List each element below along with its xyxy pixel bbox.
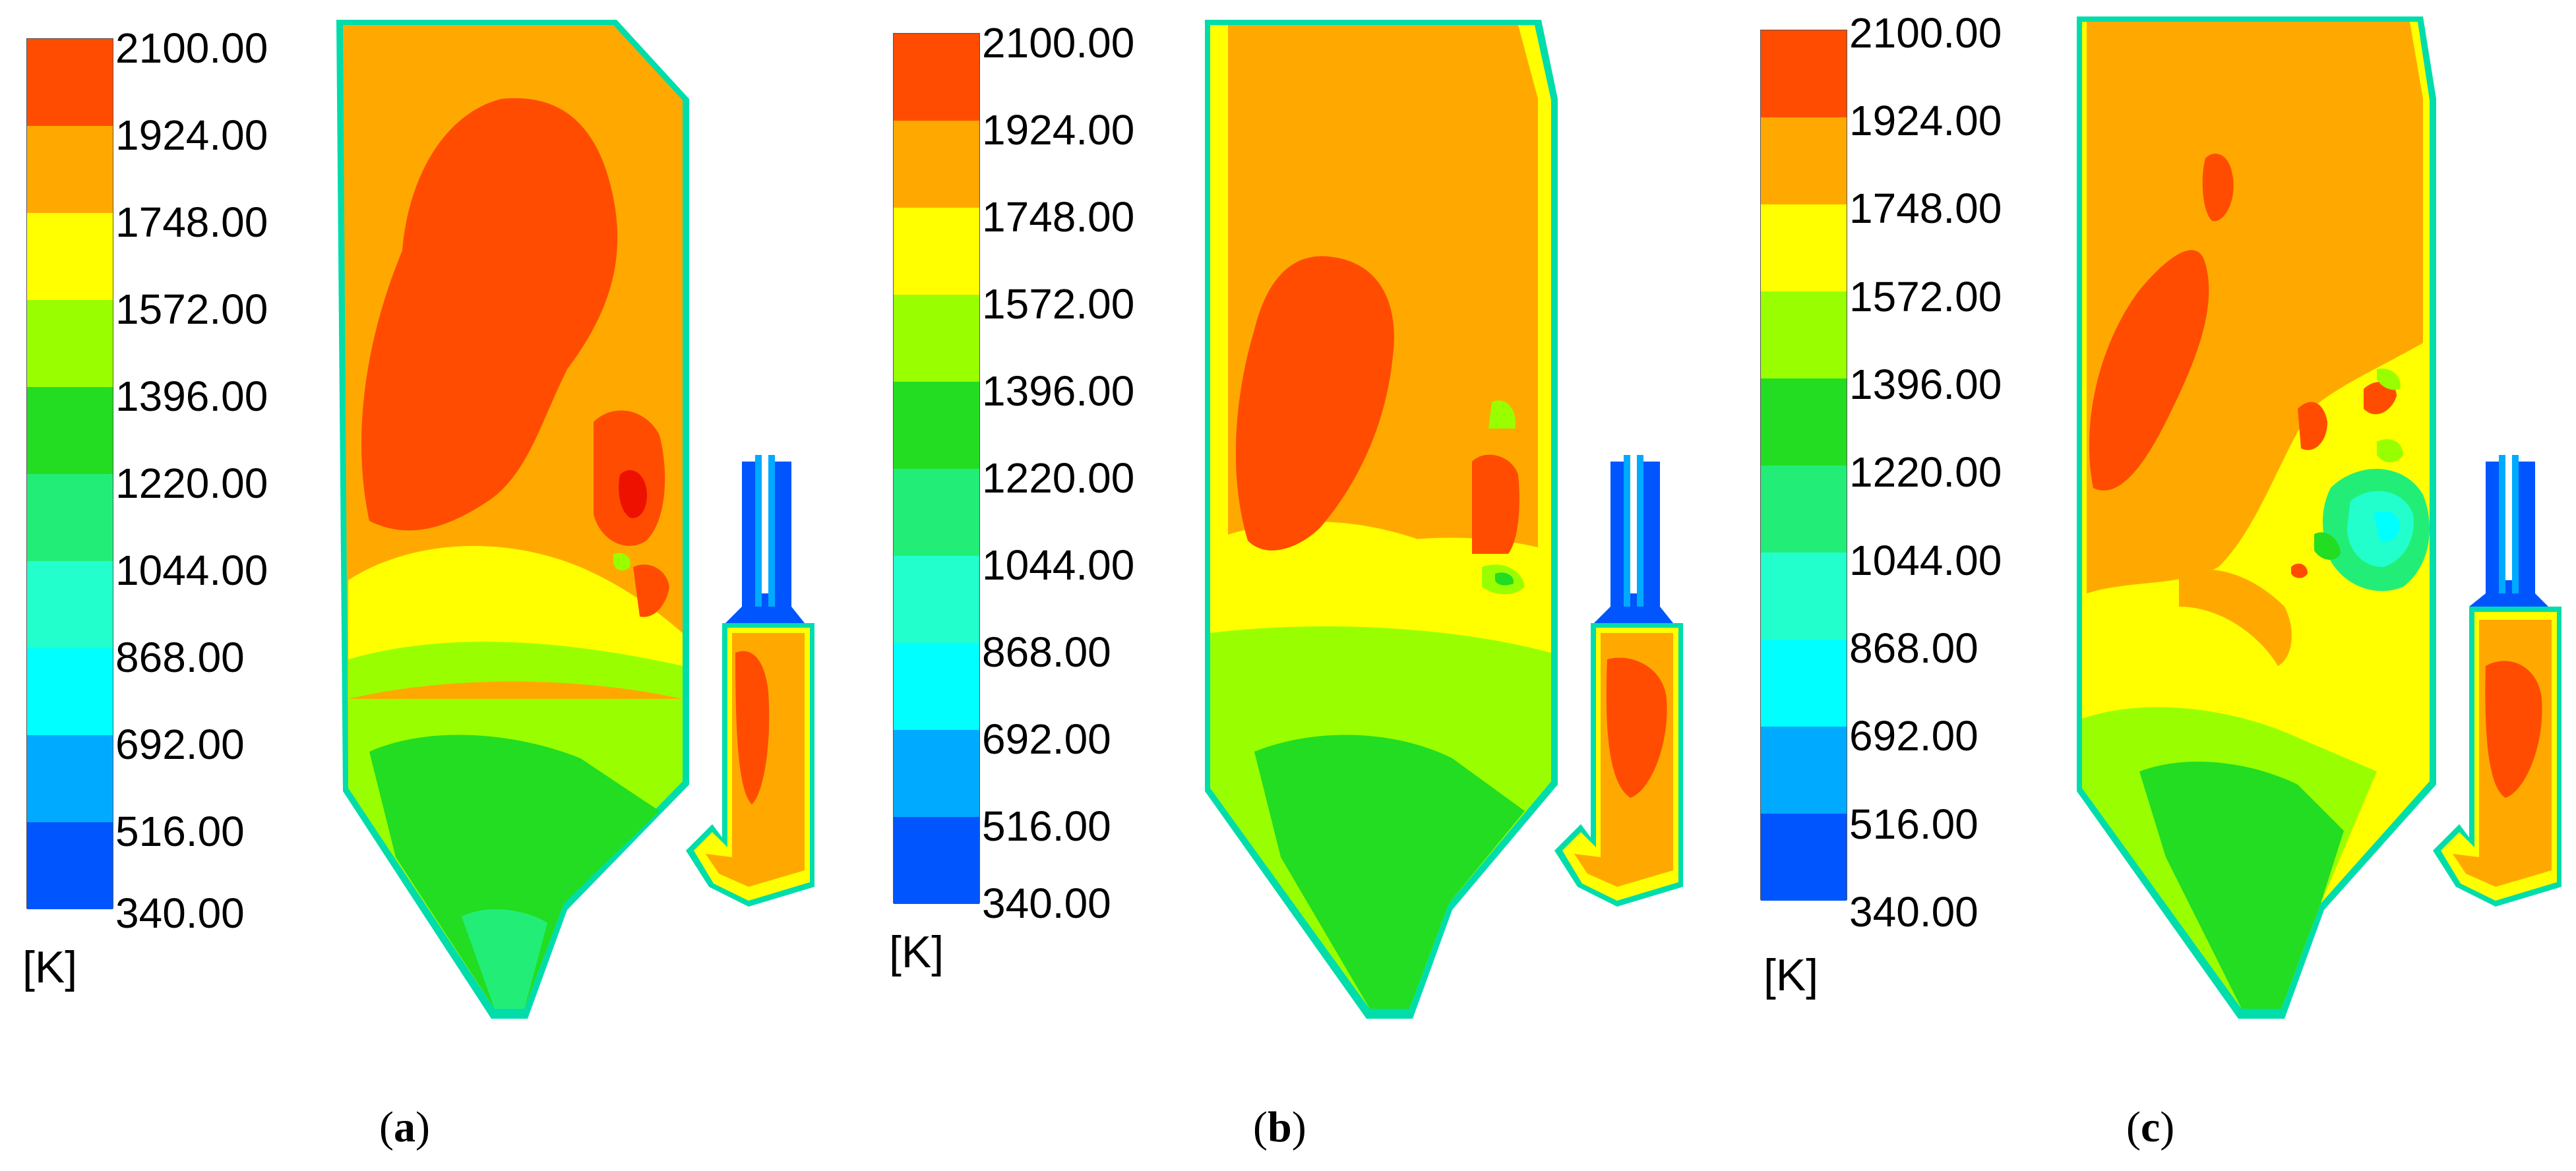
colorbar-band [27,474,113,561]
colorbar-band [27,39,113,126]
panel-caption: (c) [2126,1103,2175,1151]
colorbar-band [894,730,979,817]
colorbar [1760,30,1847,901]
colorbar-band [894,469,979,556]
colorbar-tick: 1396.00 [982,367,1135,415]
colorbar-tick: 2100.00 [982,19,1135,67]
colorbar-band [1761,30,1847,117]
flue-duct [686,455,814,907]
colorbar-tick: 868.00 [1849,624,1978,672]
panel-c: 2100.00 1924.00 1748.00 1572.00 1396.00 … [1717,0,2576,1171]
colorbar-band [894,208,979,295]
colorbar-band [27,300,113,387]
colorbar-band [27,387,113,474]
colorbar-band [1761,291,1847,378]
colorbar-band [1761,117,1847,204]
colorbar-band [1761,814,1847,901]
colorbar-band [1761,204,1847,291]
colorbar-tick: 1396.00 [1849,361,2002,408]
colorbar-band [894,817,979,904]
furnace-temperature-contour [2077,16,2561,1019]
colorbar-unit: [K] [22,942,78,992]
colorbar-tick: 2100.00 [115,24,268,72]
colorbar-band [1761,465,1847,553]
colorbar-tick: 692.00 [982,715,1111,763]
colorbar-tick: 692.00 [115,721,245,768]
colorbar-band [27,735,113,822]
colorbar-tick: 1220.00 [1849,448,2002,496]
colorbar-band [27,822,113,909]
colorbar-tick: 1044.00 [982,541,1135,589]
colorbar-tick: 2100.00 [1849,9,2002,57]
colorbar-tick: 516.00 [115,808,245,855]
boiler-body [1205,20,1558,1019]
colorbar-tick: 1220.00 [115,460,268,507]
furnace-temperature-contour [336,20,814,1019]
colorbar-tick: 1924.00 [982,106,1135,154]
colorbar-band [894,643,979,730]
flue-duct [1554,455,1683,907]
boiler-body [336,20,689,1019]
colorbar-tick: 1572.00 [115,285,268,333]
colorbar-band [894,295,979,382]
colorbar-band [1761,727,1847,814]
colorbar-tick: 516.00 [1849,800,1978,848]
colorbar-band [27,213,113,300]
colorbar-tick: 1572.00 [982,280,1135,328]
colorbar-tick: 1220.00 [982,454,1135,502]
boiler-body [2077,16,2436,1019]
colorbar-band [894,382,979,469]
colorbar-tick: 340.00 [982,880,1111,927]
colorbar-band [1761,553,1847,640]
flue-duct [2433,455,2561,907]
colorbar-tick: 1396.00 [115,373,268,420]
colorbar-band [1761,640,1847,727]
colorbar-tick: 1044.00 [1849,537,2002,584]
colorbar-tick: 692.00 [1849,712,1978,760]
colorbar-unit: [K] [889,927,944,977]
colorbar-band [894,556,979,643]
colorbar-band [27,561,113,648]
panel-b: 2100.00 1924.00 1748.00 1572.00 1396.00 … [859,0,1717,1171]
colorbar-unit: [K] [1763,950,1819,1000]
colorbar-tick: 340.00 [1849,888,1978,936]
colorbar-band [27,126,113,213]
colorbar-tick: 1044.00 [115,547,268,594]
colorbar-band [894,34,979,121]
panel-a: 2100.00 1924.00 1748.00 1572.00 1396.00 … [0,0,859,1171]
colorbar-tick: 868.00 [115,634,245,681]
colorbar-tick: 1572.00 [1849,273,2002,320]
colorbar-band [27,648,113,735]
colorbar-band [1761,378,1847,465]
colorbar-tick: 1748.00 [115,198,268,246]
colorbar-tick: 1748.00 [982,193,1135,241]
panel-caption: (a) [379,1103,430,1151]
panel-caption: (b) [1253,1103,1306,1151]
colorbar [26,38,113,909]
colorbar-band [894,121,979,208]
furnace-temperature-contour [1205,20,1683,1019]
colorbar-tick: 516.00 [982,802,1111,850]
colorbar-tick: 1748.00 [1849,185,2002,232]
colorbar [893,33,980,904]
colorbar-tick: 1924.00 [115,111,268,159]
colorbar-tick: 340.00 [115,889,245,937]
colorbar-tick: 1924.00 [1849,97,2002,144]
colorbar-tick: 868.00 [982,628,1111,676]
